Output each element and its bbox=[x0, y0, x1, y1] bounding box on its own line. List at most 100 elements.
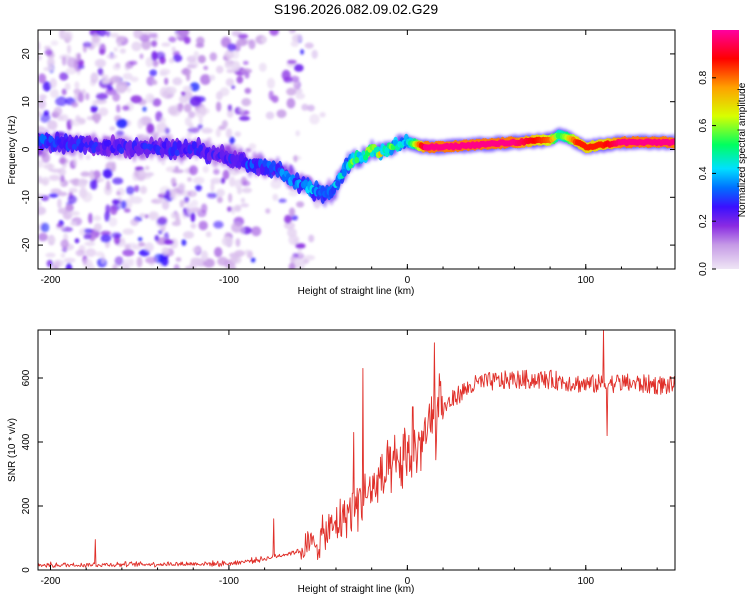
noise-blob bbox=[50, 188, 62, 194]
noise-blob bbox=[111, 232, 122, 239]
ridge-segment bbox=[341, 168, 347, 177]
colorbar-tick-label: 0.2 bbox=[698, 214, 709, 228]
noise-blob bbox=[187, 127, 200, 134]
noise-blob bbox=[219, 87, 230, 97]
noise-blob bbox=[202, 165, 209, 173]
noise-blob bbox=[214, 247, 223, 258]
figure-title: S196.2026.082.09.02.G29 bbox=[274, 1, 438, 17]
noise-blob bbox=[145, 93, 155, 104]
y-tick-label: 0 bbox=[21, 146, 32, 152]
noise-blob bbox=[57, 191, 68, 197]
noise-blob bbox=[92, 100, 98, 107]
noise-blob bbox=[93, 215, 102, 222]
noise-blob bbox=[74, 81, 80, 89]
snr-plot-area bbox=[38, 330, 675, 570]
noise-blob bbox=[184, 196, 190, 203]
snr-y-label: SNR (10 * v/v) bbox=[7, 418, 18, 482]
noise-blob bbox=[152, 80, 158, 85]
noise-blob bbox=[116, 36, 125, 42]
noise-blob bbox=[240, 197, 246, 203]
x-tick-label: -100 bbox=[219, 275, 239, 286]
noise-blob bbox=[145, 256, 157, 264]
noise-blob bbox=[94, 119, 100, 124]
noise-blob bbox=[161, 200, 170, 210]
noise-blob bbox=[196, 36, 205, 46]
noise-blob bbox=[225, 48, 234, 60]
noise-blob bbox=[296, 201, 305, 208]
noise-blob bbox=[141, 39, 152, 50]
noise-blob bbox=[113, 47, 118, 52]
noise-blob bbox=[110, 32, 119, 38]
noise-blob bbox=[120, 237, 125, 243]
noise-blob bbox=[120, 200, 127, 210]
ridge-segment bbox=[373, 147, 379, 154]
noise-blob bbox=[269, 30, 279, 36]
noise-blob bbox=[181, 91, 186, 97]
noise-blob bbox=[229, 176, 236, 187]
noise-blob bbox=[164, 77, 169, 86]
noise-blob bbox=[91, 113, 102, 122]
noise-blob bbox=[140, 185, 147, 195]
colorbar: 0.0 0.2 0.4 0.6 0.8 Normalized spectral ampl… bbox=[698, 30, 748, 276]
noise-blob bbox=[84, 241, 96, 247]
noise-blob bbox=[183, 103, 192, 113]
noise-blob bbox=[239, 226, 245, 235]
noise-blob bbox=[304, 255, 315, 261]
noise-blob bbox=[126, 86, 132, 93]
ridge-layer bbox=[38, 132, 675, 199]
ridge-segment bbox=[69, 138, 75, 146]
spectrogram-x-ticks: -200 -100 0 100 bbox=[40, 30, 658, 286]
ridge-segment bbox=[163, 149, 170, 155]
noise-blob bbox=[85, 248, 97, 257]
noise-blob bbox=[198, 116, 203, 124]
noise-blob bbox=[81, 89, 86, 95]
noise-blob bbox=[104, 210, 110, 222]
noise-blob bbox=[186, 70, 191, 82]
noise-blob bbox=[151, 50, 158, 62]
noise-blob bbox=[293, 64, 304, 72]
noise-blob bbox=[53, 106, 63, 116]
noise-blob bbox=[96, 30, 107, 37]
noise-blob bbox=[45, 252, 56, 258]
noise-blob bbox=[181, 239, 187, 246]
noise-blob bbox=[38, 110, 42, 117]
noise-blob bbox=[90, 107, 97, 113]
noise-blob bbox=[159, 71, 168, 76]
noise-blob bbox=[206, 192, 218, 199]
noise-blob bbox=[177, 30, 189, 38]
noise-blob bbox=[38, 73, 47, 84]
noise-blob bbox=[146, 123, 155, 134]
noise-blob bbox=[250, 257, 256, 263]
noise-blob bbox=[234, 179, 243, 190]
noise-blob bbox=[241, 187, 253, 194]
noise-blob bbox=[61, 88, 67, 96]
noise-blob bbox=[50, 40, 59, 46]
noise-blob bbox=[108, 217, 118, 227]
noise-blob bbox=[205, 231, 212, 238]
spectrogram-ridge bbox=[38, 127, 675, 208]
noise-blob bbox=[190, 199, 199, 207]
ridge-segment bbox=[159, 147, 165, 155]
noise-blob bbox=[154, 235, 159, 242]
noise-blob bbox=[137, 169, 147, 180]
noise-blob bbox=[38, 179, 49, 184]
noise-blob bbox=[57, 115, 63, 121]
noise-blob bbox=[42, 81, 52, 92]
noise-blob bbox=[237, 187, 242, 195]
noise-blob bbox=[43, 163, 55, 170]
noise-blob bbox=[163, 239, 174, 245]
ridge-segment bbox=[303, 179, 309, 188]
noise-blob bbox=[57, 198, 62, 209]
noise-blob bbox=[80, 171, 91, 177]
noise-blob bbox=[112, 199, 121, 205]
colorbar-label: Normalized spectral amplitude bbox=[737, 82, 748, 217]
noise-blob bbox=[195, 43, 205, 48]
ridge-segment bbox=[354, 156, 360, 164]
noise-blob bbox=[295, 243, 306, 249]
spectrogram-noise bbox=[38, 30, 326, 269]
noise-blob bbox=[110, 205, 118, 216]
noise-blob bbox=[38, 159, 44, 169]
noise-blob bbox=[158, 253, 164, 263]
noise-blob bbox=[54, 260, 61, 268]
noise-blob bbox=[210, 177, 222, 184]
